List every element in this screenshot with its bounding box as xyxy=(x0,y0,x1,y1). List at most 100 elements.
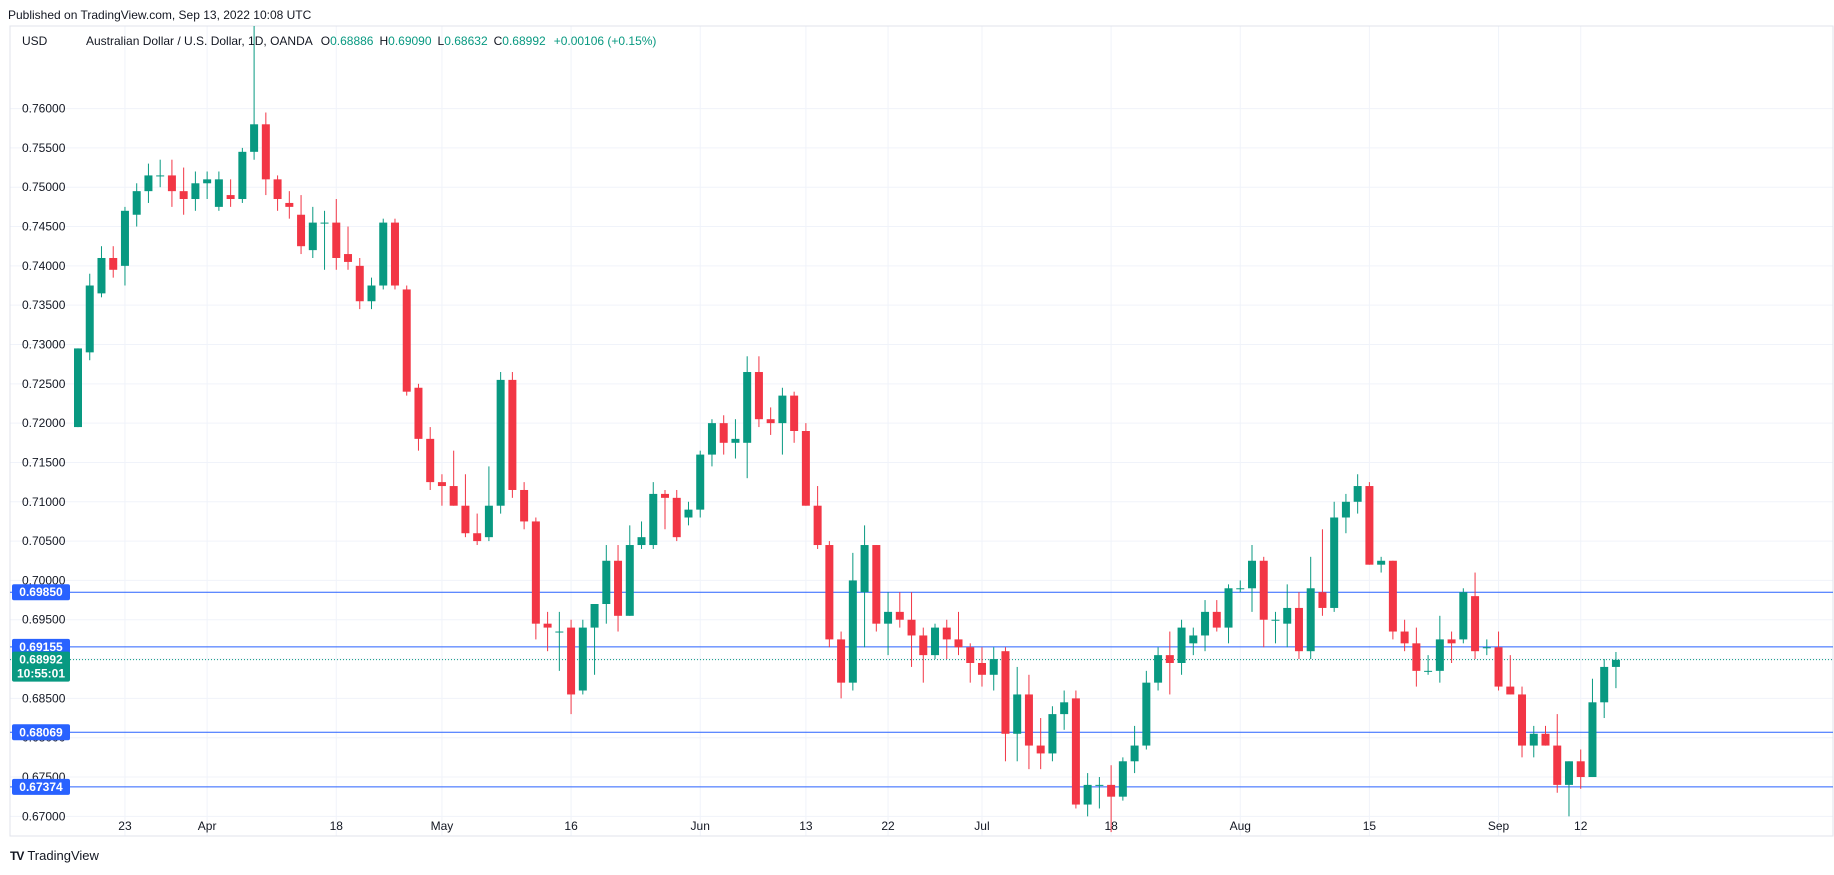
candle xyxy=(1377,556,1386,573)
candle xyxy=(214,171,223,211)
candle-body xyxy=(273,179,282,200)
candle xyxy=(1013,666,1022,762)
candle-body xyxy=(1283,607,1292,624)
candle-body xyxy=(109,257,118,270)
candle-body xyxy=(1377,560,1386,565)
candle xyxy=(1212,600,1221,632)
candle xyxy=(508,372,517,498)
candle xyxy=(1060,690,1069,730)
candle xyxy=(672,489,681,542)
candle xyxy=(543,611,552,652)
candle xyxy=(1506,655,1515,695)
candle-body xyxy=(1024,694,1033,746)
low-label: L xyxy=(438,34,445,48)
candle-body xyxy=(1294,607,1303,652)
candle-body xyxy=(461,505,470,534)
candle-body xyxy=(1553,745,1562,785)
candle-body xyxy=(1353,486,1362,502)
low-value: 0.68632 xyxy=(444,34,488,48)
candle xyxy=(1494,631,1503,691)
candle-body xyxy=(156,175,165,177)
candle-body xyxy=(449,486,458,506)
candle-body xyxy=(719,423,728,443)
x-axis-labels: 23 Apr 18 May 16 Jun 13 22 Jul 18 Aug 15 Sep 12 xyxy=(118,819,1587,833)
candle xyxy=(602,545,611,624)
candle xyxy=(461,474,470,538)
candle xyxy=(97,246,106,298)
candle xyxy=(743,356,752,479)
y-tick-label: 0.76000 xyxy=(22,102,66,116)
candle-body xyxy=(414,387,423,439)
candle xyxy=(1447,631,1456,663)
candle xyxy=(1318,529,1327,616)
tradingview-logo[interactable]: TV TradingView xyxy=(10,848,99,863)
candle-body xyxy=(1095,784,1104,786)
candle xyxy=(226,179,235,207)
candle xyxy=(167,159,176,207)
candle xyxy=(531,517,540,640)
x-tick-label: 18 xyxy=(330,819,344,833)
open-value: 0.68886 xyxy=(330,34,374,48)
y-tick-label: 0.71000 xyxy=(22,495,66,509)
candle xyxy=(1024,674,1033,770)
candle-body xyxy=(1494,647,1503,687)
level-badge: 0.67374 xyxy=(12,778,70,795)
candle-body xyxy=(1118,761,1127,797)
y-tick-label: 0.71500 xyxy=(22,455,66,469)
candle xyxy=(156,159,165,188)
level-badge: 0.69155 xyxy=(12,638,70,655)
candle-body xyxy=(144,175,153,192)
candle-body xyxy=(1388,560,1397,632)
candle-body xyxy=(1189,635,1198,644)
candle xyxy=(1330,501,1339,612)
candle xyxy=(1564,761,1573,817)
y-tick-label: 0.73000 xyxy=(22,337,66,351)
candle xyxy=(1388,560,1397,640)
candle-body xyxy=(649,493,658,546)
candle xyxy=(144,163,153,203)
candle-body xyxy=(1142,682,1151,746)
candle xyxy=(414,383,423,451)
candle xyxy=(308,206,317,258)
open-label: O xyxy=(321,34,330,48)
candle-body xyxy=(484,505,493,538)
candle-body xyxy=(954,639,963,648)
candle xyxy=(1600,659,1609,719)
candle xyxy=(1271,611,1280,644)
candle-body xyxy=(1060,702,1069,715)
candle-body xyxy=(520,489,529,522)
candle-body xyxy=(801,431,810,506)
candle xyxy=(367,277,376,310)
high-label: H xyxy=(379,34,388,48)
candle xyxy=(74,348,82,428)
candle-body xyxy=(977,662,986,675)
candle xyxy=(1459,588,1468,644)
candle xyxy=(1435,615,1444,683)
current-badge-bg xyxy=(12,651,70,682)
candle-body xyxy=(602,560,611,605)
candle xyxy=(1083,773,1092,817)
candle xyxy=(1529,725,1538,758)
y-tick-label: 0.73500 xyxy=(22,298,66,312)
candle xyxy=(1471,572,1480,660)
tradingview-brand: TradingView xyxy=(27,848,99,863)
candle xyxy=(754,356,763,428)
candle xyxy=(390,218,399,290)
candle-body xyxy=(567,627,576,695)
candle xyxy=(120,206,129,286)
candle-body xyxy=(238,151,247,200)
candle xyxy=(1095,777,1104,809)
candle-body xyxy=(872,545,881,624)
candle-body xyxy=(132,191,141,215)
candle xyxy=(1424,655,1433,675)
candle-body xyxy=(1236,588,1245,590)
published-info: Published on TradingView.com, Sep 13, 20… xyxy=(8,8,312,22)
candle-body xyxy=(543,623,552,628)
candle-body xyxy=(696,454,705,510)
candle-body xyxy=(1001,651,1010,734)
candle xyxy=(989,647,998,691)
candle-body xyxy=(1435,639,1444,671)
candle xyxy=(801,423,810,506)
candle-body xyxy=(1518,694,1527,746)
